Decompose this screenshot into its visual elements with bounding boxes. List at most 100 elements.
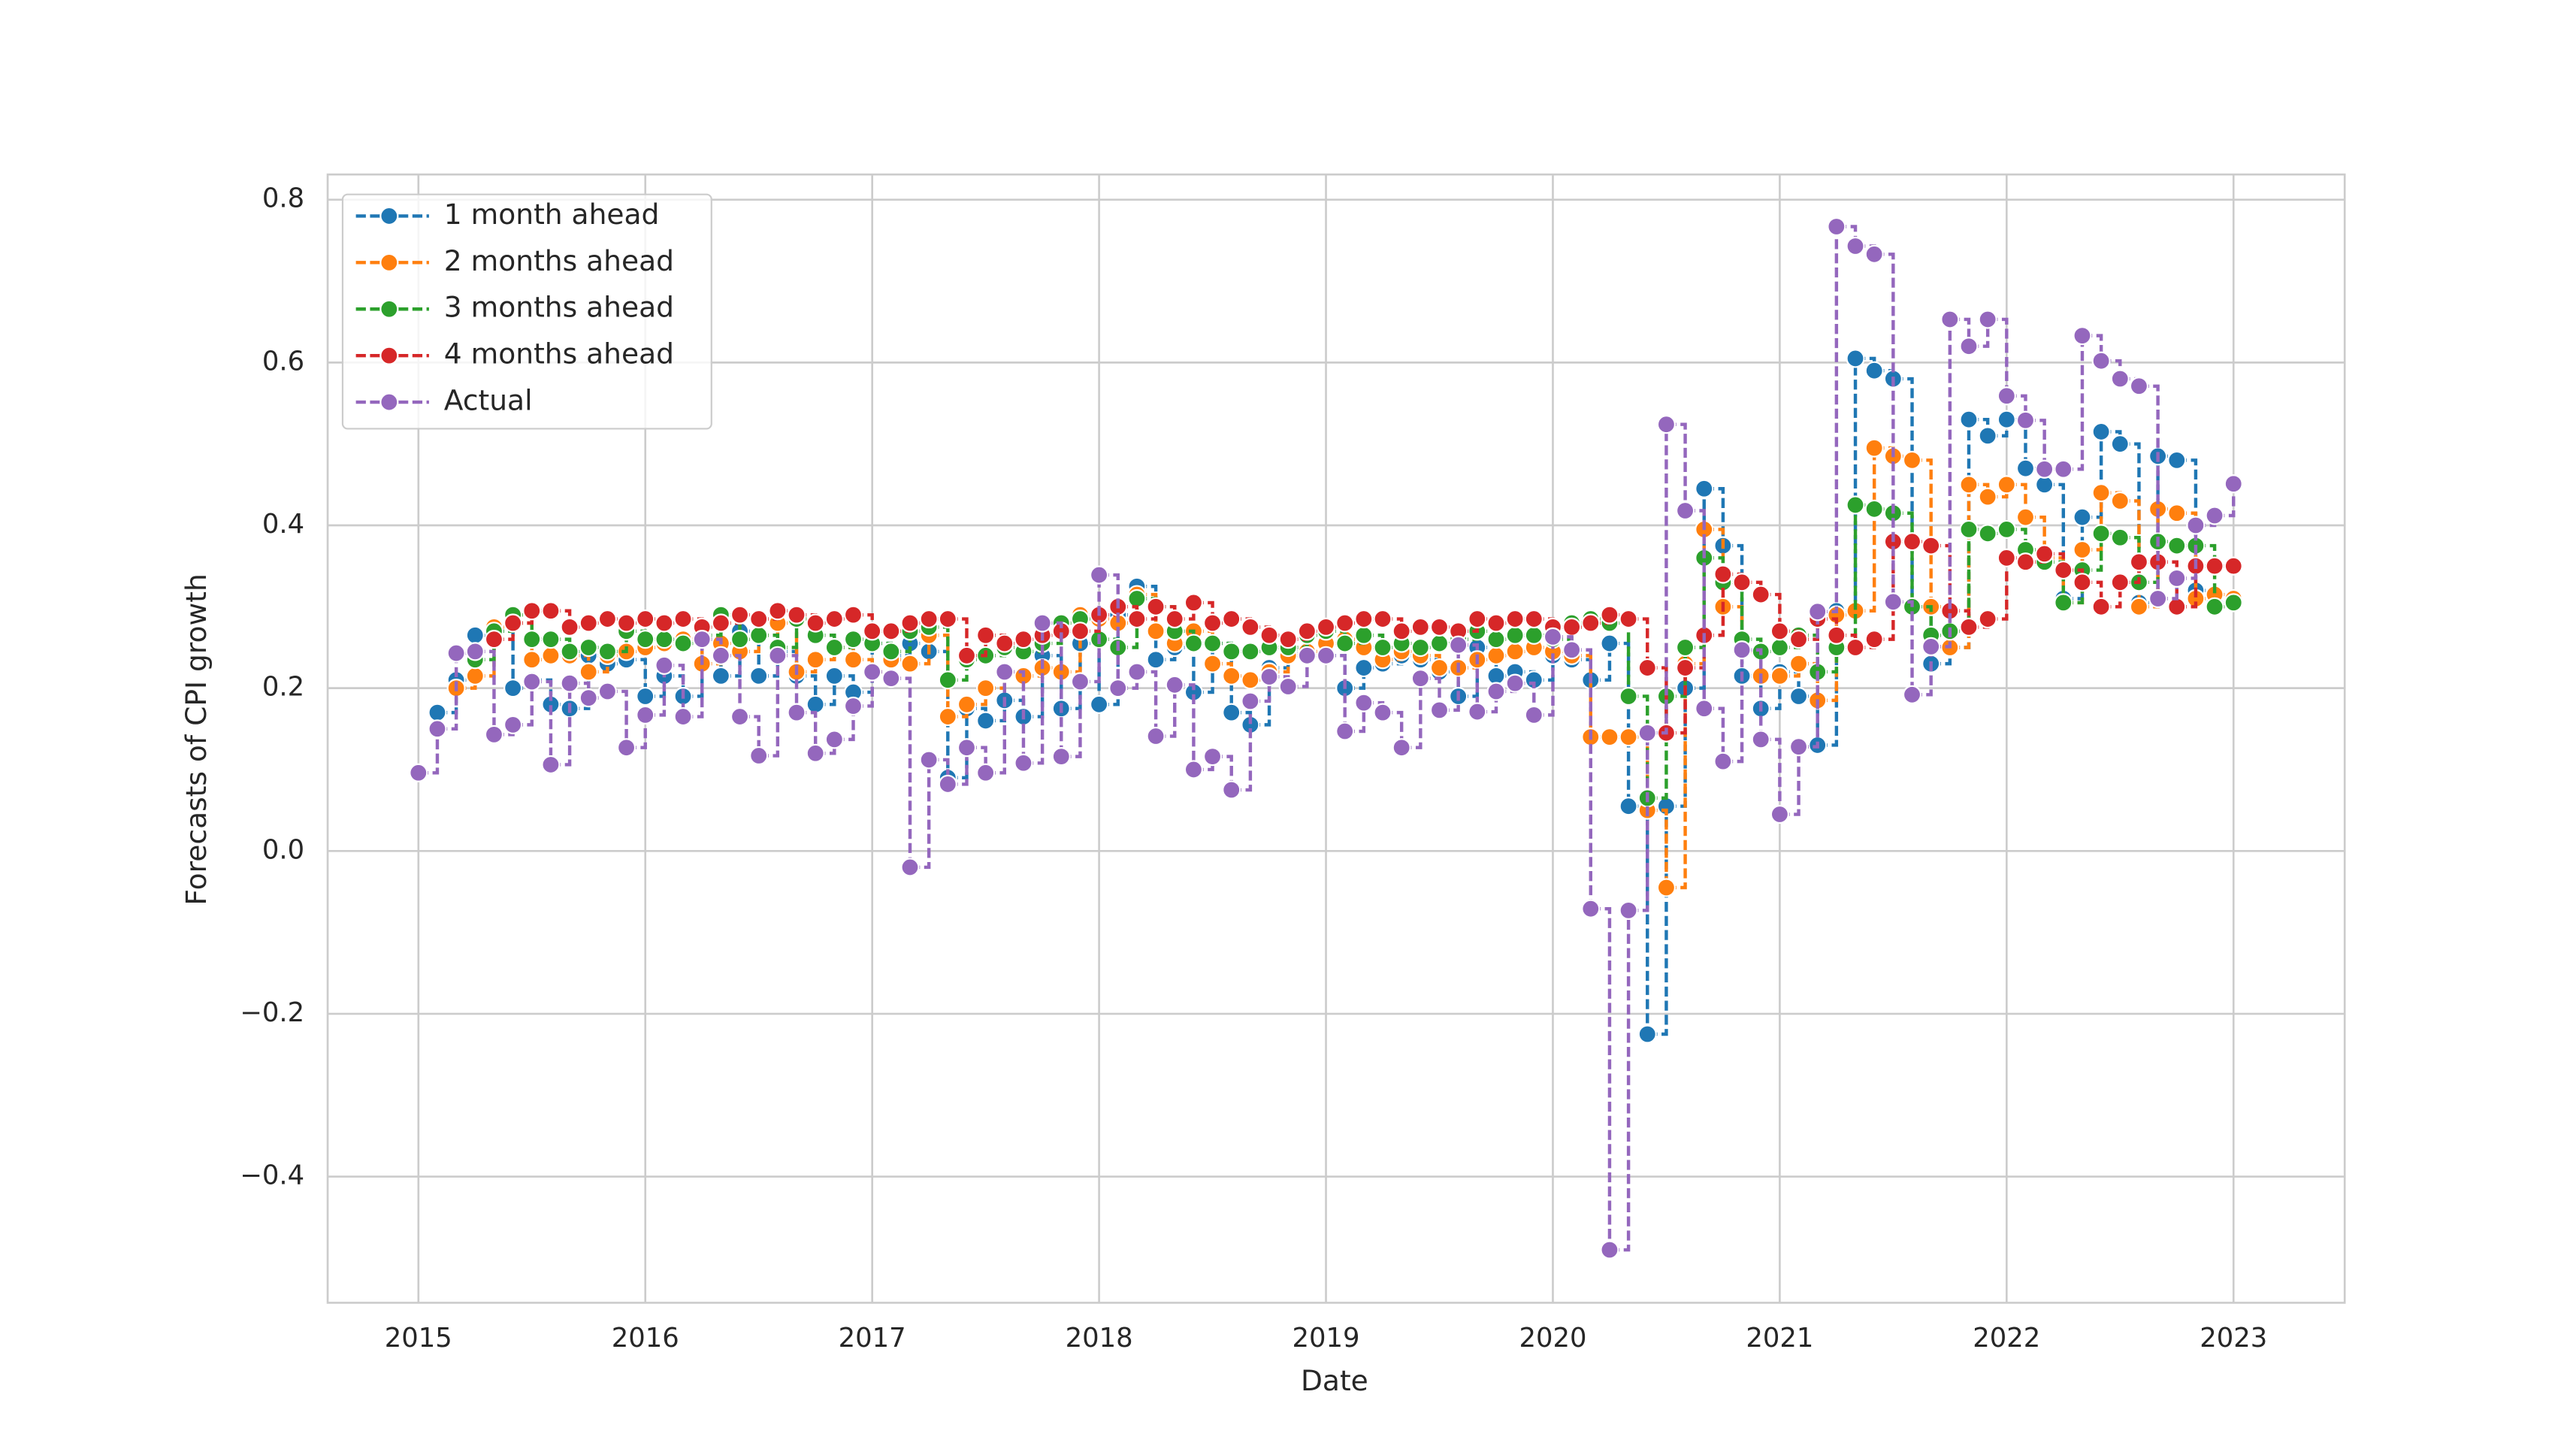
data-point <box>1241 642 1260 661</box>
data-point <box>824 637 844 658</box>
x-tick-label: 2023 <box>2200 1323 2267 1354</box>
data-point <box>1429 617 1450 637</box>
data-point <box>749 625 769 645</box>
data-point <box>2186 516 2206 535</box>
data-point <box>1940 310 1960 329</box>
data-point <box>995 662 1014 682</box>
data-point <box>1864 499 1884 519</box>
data-point <box>2205 506 2224 525</box>
data-point <box>1637 723 1657 743</box>
data-point <box>1222 666 1241 685</box>
x-tick-label: 2021 <box>1746 1323 1813 1354</box>
data-point <box>1619 900 1638 920</box>
data-point <box>2110 528 2130 547</box>
data-point <box>1543 627 1563 646</box>
data-point <box>1505 625 1525 645</box>
data-point <box>1600 634 1619 653</box>
data-point <box>1959 617 1979 637</box>
data-point <box>2205 556 2224 576</box>
data-point <box>863 622 882 641</box>
data-point <box>465 625 485 645</box>
data-point <box>843 650 863 670</box>
data-point <box>1524 625 1543 645</box>
data-point <box>522 650 542 670</box>
data-point <box>768 601 788 621</box>
data-point <box>616 613 636 633</box>
data-point <box>806 694 825 714</box>
data-point <box>2035 459 2054 479</box>
data-point <box>1808 602 1828 622</box>
data-point <box>1222 780 1241 800</box>
data-point <box>2167 504 2187 523</box>
data-point <box>1562 617 1582 637</box>
data-point <box>1146 622 1166 641</box>
data-point <box>1600 605 1619 625</box>
data-point <box>824 609 844 629</box>
data-point <box>1732 573 1752 592</box>
data-point <box>730 630 750 649</box>
y-tick-label: 0.8 <box>262 183 304 214</box>
legend-label: 2 months ahead <box>444 244 674 277</box>
data-point <box>1997 548 2016 567</box>
data-point <box>1070 672 1090 691</box>
data-point <box>1959 337 1979 356</box>
data-point <box>881 642 901 661</box>
data-point <box>522 601 542 621</box>
data-point <box>1505 642 1525 661</box>
data-point <box>2224 474 2243 494</box>
data-point <box>1354 625 1374 645</box>
data-point <box>1619 609 1638 629</box>
data-point <box>2015 410 2036 430</box>
data-point <box>522 672 542 691</box>
data-point <box>1241 617 1260 637</box>
data-point <box>636 630 655 649</box>
data-point <box>938 609 957 629</box>
data-point <box>806 743 825 763</box>
x-tick-label: 2020 <box>1519 1323 1586 1354</box>
data-point <box>1978 524 1997 543</box>
x-tick-label: 2022 <box>1973 1323 2040 1354</box>
data-point <box>1468 609 1487 629</box>
data-point <box>2054 593 2073 613</box>
data-point <box>673 634 693 653</box>
data-point <box>843 696 863 716</box>
data-point <box>1089 565 1109 585</box>
data-point <box>1222 609 1241 629</box>
data-point <box>1656 878 1677 897</box>
data-point <box>1997 519 2016 540</box>
data-point <box>1751 585 1770 604</box>
data-point <box>2167 536 2187 555</box>
data-point <box>522 630 542 649</box>
data-point <box>2167 450 2187 470</box>
data-point <box>636 686 655 706</box>
data-point <box>409 763 428 782</box>
data-point <box>1222 642 1241 661</box>
data-point <box>636 609 655 629</box>
data-point <box>806 650 825 670</box>
data-point <box>2167 568 2187 588</box>
data-point <box>2015 507 2036 527</box>
data-point <box>1770 804 1789 824</box>
data-point <box>1486 646 1506 665</box>
data-point <box>1581 613 1601 633</box>
data-point <box>1675 501 1695 521</box>
data-point <box>787 703 806 722</box>
data-point <box>1127 588 1147 609</box>
data-point <box>1410 669 1430 688</box>
data-point <box>1051 747 1071 767</box>
series <box>484 532 2243 743</box>
data-point <box>1978 609 1997 629</box>
data-point <box>2091 422 2111 442</box>
data-point <box>655 655 674 675</box>
data-point <box>749 609 769 629</box>
data-point <box>1864 361 1884 380</box>
data-point <box>1202 654 1223 673</box>
data-point <box>938 670 957 690</box>
data-point <box>787 605 806 625</box>
data-point <box>1184 760 1204 779</box>
data-point <box>957 738 977 758</box>
data-point <box>824 666 844 685</box>
data-point <box>428 719 447 739</box>
data-point <box>1846 349 1865 368</box>
data-point <box>1278 676 1298 697</box>
